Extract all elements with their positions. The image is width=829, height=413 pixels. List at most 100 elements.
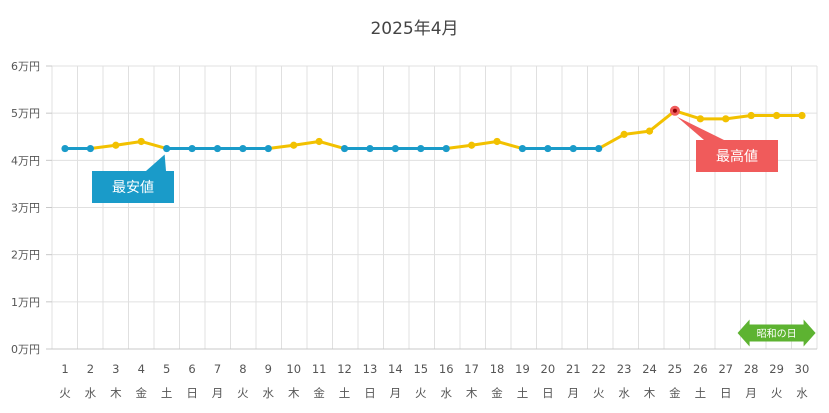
x-tick-label: 21 xyxy=(566,362,581,376)
weekday-label: 火 xyxy=(593,386,605,400)
data-point xyxy=(391,144,399,153)
x-tick-label: 7 xyxy=(214,362,221,376)
weekday-label: 日 xyxy=(542,386,554,400)
series-segment xyxy=(495,139,524,151)
data-point xyxy=(493,137,501,146)
data-point xyxy=(595,144,603,153)
series-segment xyxy=(139,139,169,151)
data-point xyxy=(112,141,120,149)
series-segment xyxy=(266,143,296,151)
series-segment xyxy=(292,139,321,147)
series-segment xyxy=(470,139,499,147)
weekday-label: 水 xyxy=(796,386,808,400)
weekday-label: 木 xyxy=(110,386,122,400)
y-tick-label: 6万円 xyxy=(11,60,40,73)
weekday-label: 金 xyxy=(135,386,147,400)
data-point xyxy=(518,144,527,153)
weekday-label: 月 xyxy=(390,386,402,400)
weekday-label: 土 xyxy=(695,386,707,400)
data-point xyxy=(163,144,171,153)
weekday-label: 火 xyxy=(771,386,783,400)
x-tick-label: 17 xyxy=(464,362,479,376)
data-point xyxy=(290,141,298,149)
series-segment xyxy=(444,143,474,151)
data-point xyxy=(645,127,654,135)
x-tick-label: 4 xyxy=(138,362,145,376)
x-tick-label: 16 xyxy=(439,362,454,376)
series-segment xyxy=(317,139,347,151)
data-point xyxy=(239,144,247,153)
holiday-arrow-icon xyxy=(737,319,816,347)
x-tick-label: 12 xyxy=(337,362,352,376)
weekday-label: 木 xyxy=(466,386,478,400)
x-tick-label: 5 xyxy=(163,362,170,376)
max-point-inner xyxy=(672,108,677,113)
series-segment xyxy=(724,114,753,121)
weekday-label: 月 xyxy=(568,386,580,400)
weekday-label: 火 xyxy=(415,386,427,400)
callout-label: 最安値 xyxy=(112,180,154,196)
x-axis-ticks: 1火2水3木4金5土6日7月8火9水10木11金12土13日14月15火16水1… xyxy=(59,362,809,400)
x-tick-label: 27 xyxy=(718,362,733,376)
weekday-label: 土 xyxy=(517,386,529,400)
x-tick-label: 1 xyxy=(61,362,68,376)
series-lines xyxy=(63,109,804,151)
weekday-label: 土 xyxy=(339,386,351,400)
weekday-label: 木 xyxy=(288,386,300,400)
weekday-label: 土 xyxy=(161,386,173,400)
series-segment xyxy=(114,139,143,147)
weekday-label: 水 xyxy=(618,386,630,400)
data-point xyxy=(544,144,552,153)
weekday-label: 金 xyxy=(491,386,503,400)
callout-box xyxy=(92,171,174,203)
data-point xyxy=(264,144,272,153)
y-tick-label: 0万円 xyxy=(11,343,40,356)
callouts: 最安値 最高値 xyxy=(92,116,778,203)
data-point xyxy=(442,144,450,153)
data-point xyxy=(417,144,425,153)
weekday-label: 水 xyxy=(263,386,275,400)
callout-box xyxy=(696,140,778,172)
x-tick-label: 10 xyxy=(286,362,301,376)
weekday-label: 日 xyxy=(364,386,376,400)
x-tick-label: 23 xyxy=(617,362,632,376)
series-segment xyxy=(88,143,118,151)
x-tick-label: 24 xyxy=(642,362,657,376)
y-tick-label: 4万円 xyxy=(11,154,40,167)
holiday-marker: 昭和の日 xyxy=(737,319,816,347)
data-point xyxy=(188,144,196,153)
data-point xyxy=(722,115,730,123)
data-point xyxy=(366,144,374,153)
weekday-label: 水 xyxy=(85,386,97,400)
x-tick-label: 26 xyxy=(693,362,708,376)
data-point xyxy=(798,111,806,120)
weekday-label: 金 xyxy=(313,386,325,400)
x-tick-label: 29 xyxy=(769,362,784,376)
weekday-label: 火 xyxy=(237,386,249,400)
x-tick-label: 11 xyxy=(312,362,327,376)
x-tick-label: 20 xyxy=(541,362,556,376)
callout-pointer xyxy=(146,154,166,171)
callout-label: 最高値 xyxy=(716,148,758,165)
weekday-label: 火 xyxy=(59,386,71,400)
x-tick-label: 6 xyxy=(188,362,195,376)
chart-title: 2025年4月 xyxy=(370,19,458,39)
x-tick-label: 28 xyxy=(744,362,759,376)
x-tick-label: 30 xyxy=(795,362,810,376)
y-axis-ticks: 0万円 1万円 2万円 3万円 4万円 5万円 6万円 xyxy=(11,60,40,356)
data-point xyxy=(620,130,628,138)
series-segment xyxy=(622,129,652,136)
x-tick-label: 14 xyxy=(388,362,403,376)
y-tick-label: 1万円 xyxy=(11,296,40,309)
data-point xyxy=(61,144,69,153)
series-points xyxy=(61,105,806,153)
holiday-label: 昭和の日 xyxy=(757,328,797,340)
weekday-label: 水 xyxy=(440,386,452,400)
weekday-label: 木 xyxy=(644,386,656,400)
weekday-label: 日 xyxy=(720,386,732,400)
x-tick-label: 13 xyxy=(363,362,378,376)
x-tick-label: 8 xyxy=(239,362,246,376)
data-point xyxy=(772,111,781,120)
y-tick-label: 2万円 xyxy=(11,249,40,262)
